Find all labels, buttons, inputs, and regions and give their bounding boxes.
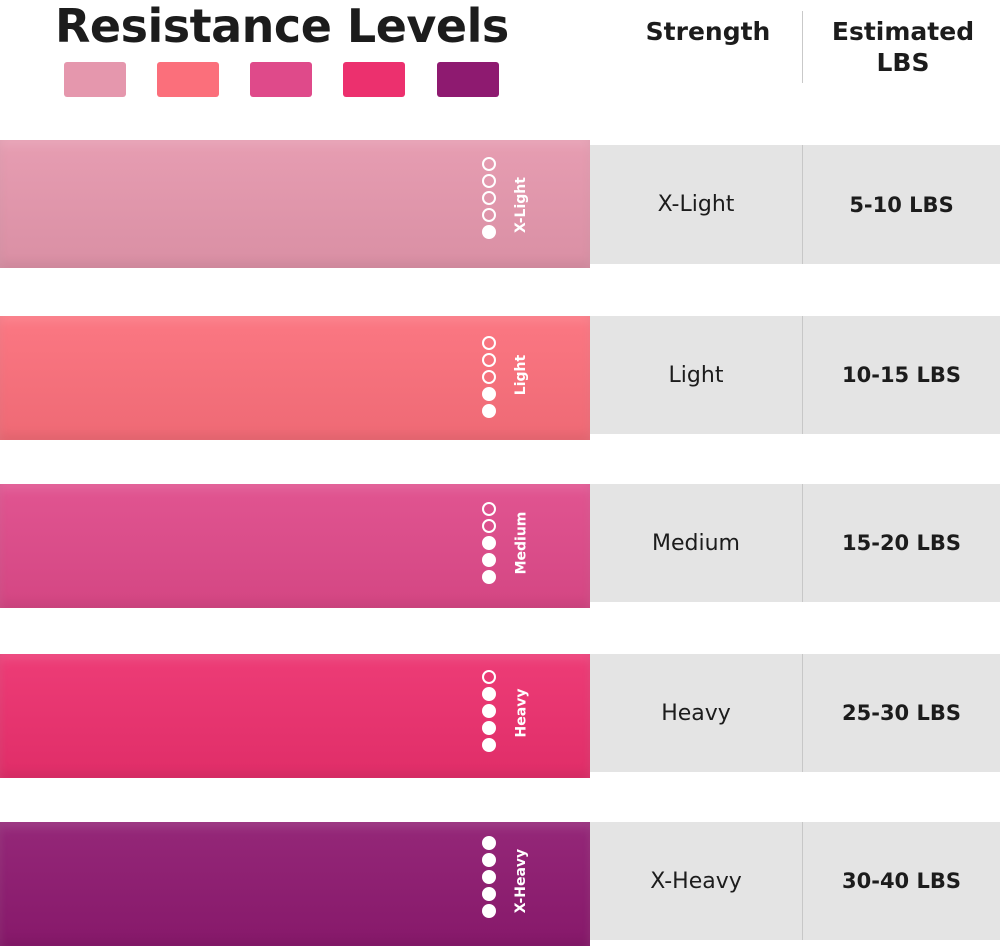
level-dot: [482, 536, 496, 550]
band-medium: [0, 484, 590, 608]
band-label-text: X-Heavy: [513, 848, 529, 914]
level-dots: [482, 502, 496, 587]
band-label: Light: [509, 316, 533, 434]
level-dot: [482, 670, 496, 684]
level-dot: [482, 336, 496, 350]
lbs-cell: 30-40 LBS: [803, 822, 1000, 940]
level-dot: [482, 738, 496, 752]
level-dot: [482, 387, 496, 401]
level-dot: [482, 570, 496, 584]
band-label: Medium: [509, 484, 533, 602]
strength-column-header: Strength: [645, 17, 771, 46]
level-dot: [482, 502, 496, 516]
level-dots: [482, 336, 496, 421]
band-row-medium: Medium Medium 15-20 LBS: [0, 484, 1000, 608]
swatch-light: [157, 62, 219, 97]
swatch-x-light: [64, 62, 126, 97]
cell-divider: [802, 316, 803, 434]
cell-divider: [802, 145, 803, 264]
band-label: Heavy: [509, 654, 533, 772]
estimated-lbs-header-line1: Estimated: [831, 17, 975, 46]
strength-cell: X-Heavy: [590, 822, 802, 940]
level-dot: [482, 687, 496, 701]
level-dot: [482, 721, 496, 735]
estimated-lbs-header-line2: LBS: [876, 48, 930, 77]
level-dot: [482, 174, 496, 188]
level-dot: [482, 519, 496, 533]
lbs-cell: 10-15 LBS: [803, 316, 1000, 434]
level-dots: [482, 670, 496, 755]
level-dot: [482, 853, 496, 867]
level-dot: [482, 704, 496, 718]
level-dot: [482, 404, 496, 418]
level-dots: [482, 157, 496, 242]
header-divider: [802, 11, 803, 83]
level-dots: [482, 836, 496, 921]
band-row-x-light: X-Light X-Light 5-10 LBS: [0, 140, 1000, 268]
band-row-x-heavy: X-Heavy X-Heavy 30-40 LBS: [0, 822, 1000, 946]
band-label-text: Light: [513, 354, 529, 396]
level-dot: [482, 870, 496, 884]
band-label: X-Light: [509, 145, 533, 264]
swatch-x-heavy: [437, 62, 499, 97]
band-row-light: Light Light 10-15 LBS: [0, 316, 1000, 440]
cell-divider: [802, 654, 803, 772]
strength-cell: X-Light: [590, 145, 802, 264]
level-dot: [482, 191, 496, 205]
level-dot: [482, 370, 496, 384]
level-dot: [482, 836, 496, 850]
band-heavy: [0, 654, 590, 778]
level-dot: [482, 225, 496, 239]
swatch-medium: [250, 62, 312, 97]
strength-cell: Medium: [590, 484, 802, 602]
page-title: Resistance Levels: [55, 0, 509, 53]
strength-cell: Light: [590, 316, 802, 434]
band-label-text: Medium: [513, 511, 529, 575]
lbs-cell: 25-30 LBS: [803, 654, 1000, 772]
level-dot: [482, 553, 496, 567]
band-x-heavy: [0, 822, 590, 946]
band-light: [0, 316, 590, 440]
cell-divider: [802, 484, 803, 602]
band-row-heavy: Heavy Heavy 25-30 LBS: [0, 654, 1000, 778]
swatch-heavy: [343, 62, 405, 97]
level-dot: [482, 904, 496, 918]
lbs-cell: 5-10 LBS: [803, 145, 1000, 264]
estimated-lbs-column-header: Estimated LBS: [806, 16, 1000, 78]
level-dot: [482, 353, 496, 367]
cell-divider: [802, 822, 803, 940]
band-label: X-Heavy: [509, 822, 533, 940]
strength-cell: Heavy: [590, 654, 802, 772]
level-dot: [482, 208, 496, 222]
band-x-light: [0, 140, 590, 268]
level-dot: [482, 887, 496, 901]
level-dot: [482, 157, 496, 171]
lbs-cell: 15-20 LBS: [803, 484, 1000, 602]
band-label-text: Heavy: [513, 688, 530, 738]
band-label-text: X-Light: [513, 176, 529, 233]
